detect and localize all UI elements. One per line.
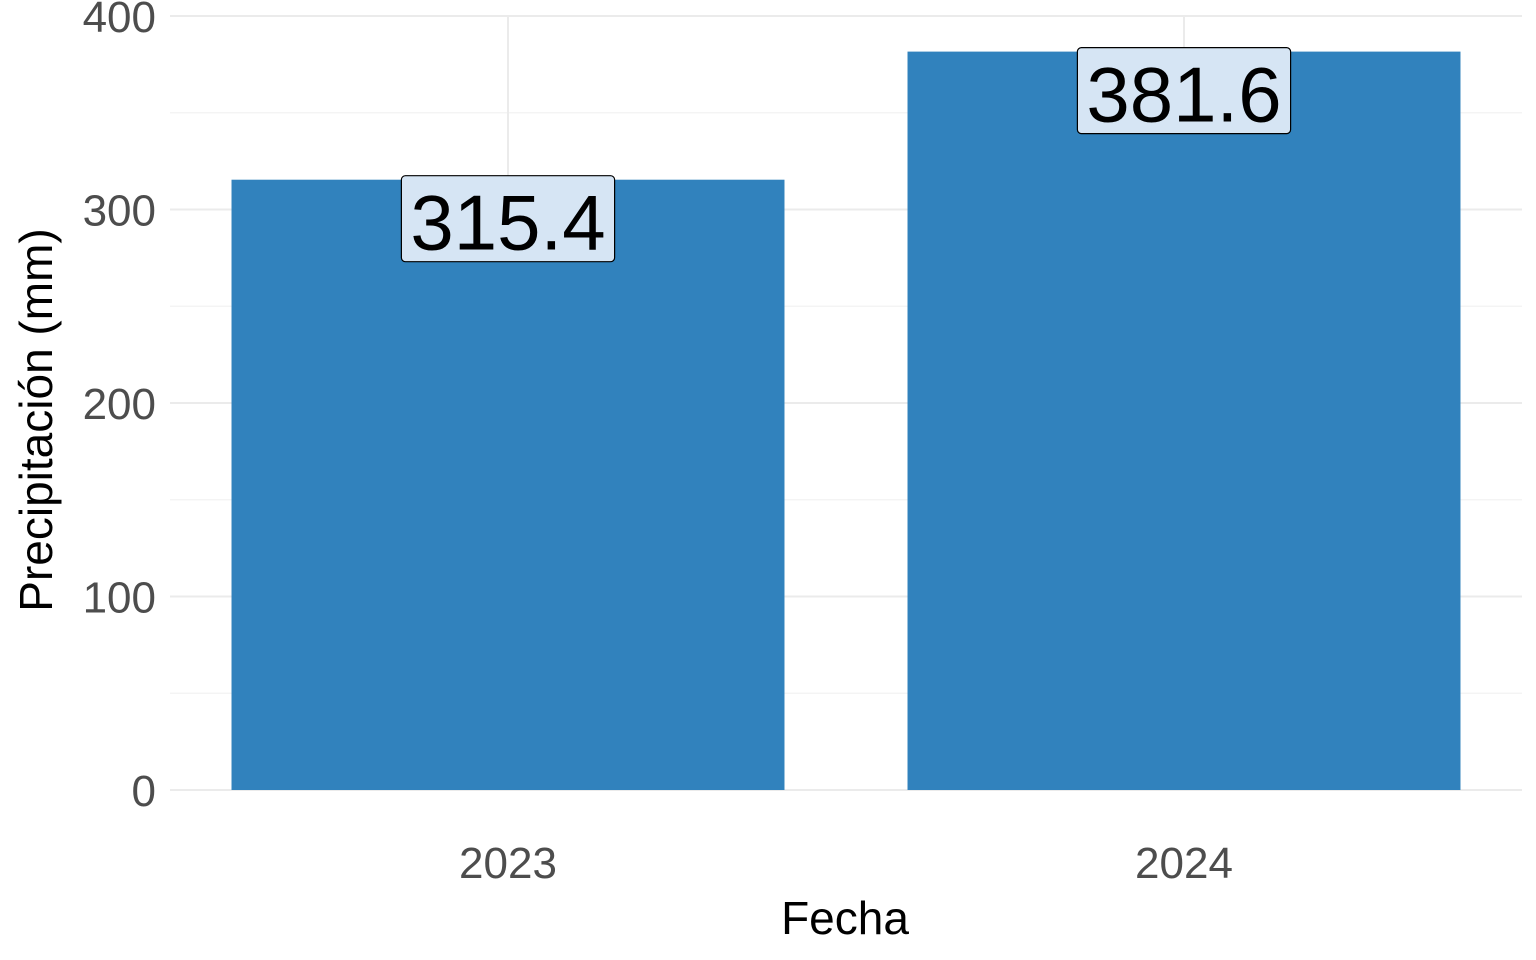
data-labels: 315.4 381.6 [400,47,1292,267]
data-label-2023: 315.4 [400,175,616,267]
y-tick-label: 100 [83,574,156,623]
data-label-2024: 381.6 [1076,47,1292,139]
data-label-text: 381.6 [1086,51,1281,139]
bars [231,51,1461,791]
x-tick-label: 2023 [459,839,557,888]
x-axis-title: Fecha [781,892,909,944]
x-axis-ticks: 2023 2024 [459,839,1233,888]
y-tick-label: 300 [83,187,156,236]
y-tick-label: 0 [132,767,156,816]
y-tick-label: 200 [83,380,156,429]
data-label-box [1076,47,1292,135]
y-axis-title: Precipitación (mm) [10,228,62,611]
y-tick-label: 400 [83,0,156,42]
y-axis-ticks: 0 100 200 300 400 [83,0,156,816]
x-tick-label: 2024 [1135,839,1233,888]
data-label-box [400,175,616,263]
data-label-text: 315.4 [410,179,605,267]
bar-2023 [231,179,785,791]
bar-2024 [907,51,1461,790]
